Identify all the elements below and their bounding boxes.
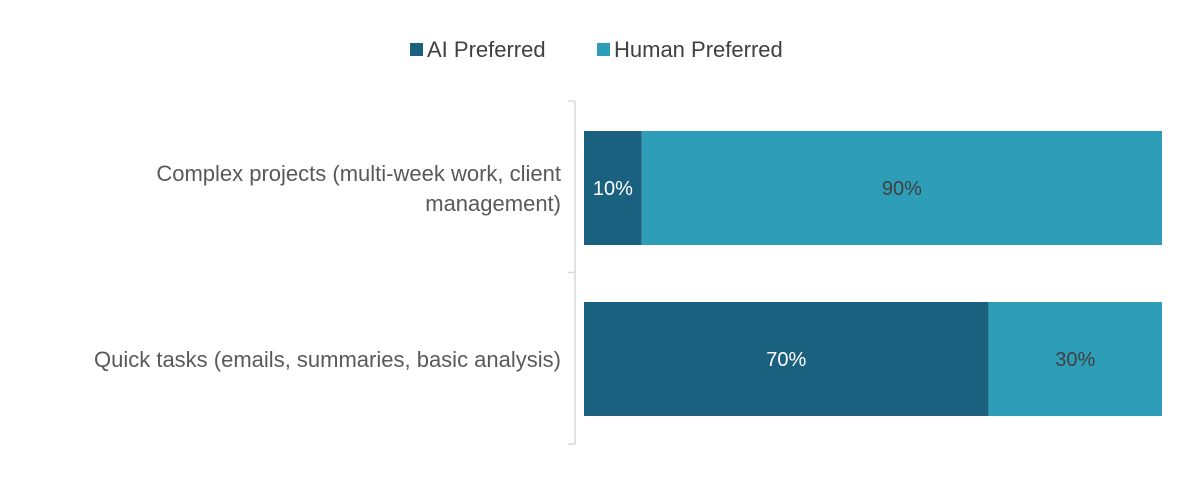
category-label-line: management) <box>425 191 561 216</box>
legend: AI Preferred Human Preferred <box>410 37 783 62</box>
category-label-line: Complex projects (multi-week work, clien… <box>156 161 561 186</box>
legend-item-ai-preferred: AI Preferred <box>410 37 546 62</box>
legend-label-ai-preferred: AI Preferred <box>427 37 546 62</box>
data-label-ai-preferred: 70% <box>766 349 806 371</box>
legend-item-human-preferred: Human Preferred <box>597 37 783 62</box>
category-label: Complex projects (multi-week work, clien… <box>156 161 561 216</box>
category-label-line: Quick tasks (emails, summaries, basic an… <box>94 347 561 372</box>
legend-swatch-human-preferred <box>597 43 610 56</box>
data-label-ai-preferred: 10% <box>593 178 633 200</box>
category-axis: Complex projects (multi-week work, clien… <box>94 100 576 445</box>
data-label-human-preferred: 90% <box>882 178 922 200</box>
bars <box>584 131 1162 416</box>
category-label: Quick tasks (emails, summaries, basic an… <box>94 347 561 372</box>
legend-label-human-preferred: Human Preferred <box>614 37 783 62</box>
data-labels: 10% 90% 70% 30% <box>593 178 1096 371</box>
bar-human-preferred <box>988 302 1162 416</box>
bar-ai-preferred <box>584 302 989 416</box>
bar-ai-preferred <box>584 131 642 245</box>
bar-human-preferred <box>641 131 1162 245</box>
legend-swatch-ai-preferred <box>410 43 423 56</box>
data-label-human-preferred: 30% <box>1055 349 1095 371</box>
